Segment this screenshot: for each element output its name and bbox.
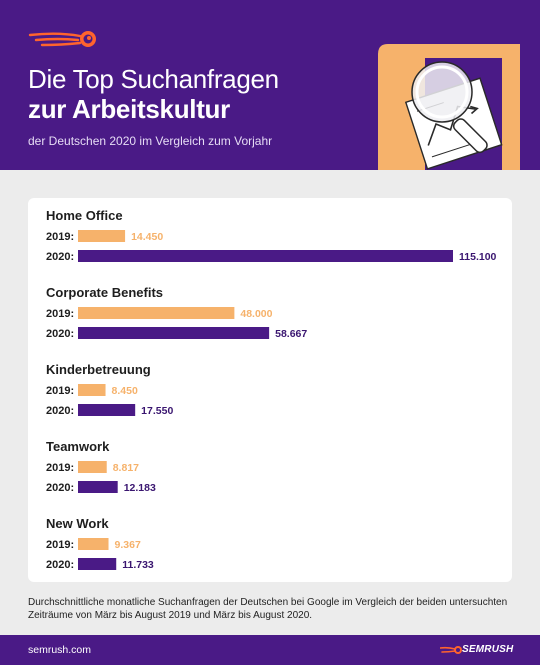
value-label-2019: 8.817 [113, 462, 139, 474]
year-label: 2019: [46, 231, 74, 243]
year-label: 2019: [46, 539, 74, 551]
bar-2019 [78, 461, 107, 473]
year-label: 2019: [46, 385, 74, 397]
bar-2020 [78, 250, 453, 262]
bar-2019 [78, 538, 109, 550]
footer-bar: semrush.com SEMRUSH [0, 635, 540, 665]
year-label: 2020: [46, 328, 74, 340]
page-title-line-2: zur Arbeitskultur [28, 94, 230, 124]
bar-2019 [78, 384, 106, 396]
semrush-comet-icon [28, 31, 96, 47]
year-label: 2020: [46, 251, 74, 263]
value-label-2020: 12.183 [124, 482, 156, 494]
page-title-line-1: Die Top Suchanfragen [28, 64, 279, 94]
value-label-2020: 11.733 [122, 559, 154, 571]
bar-2020 [78, 404, 136, 416]
footnote: Durchschnittliche monatliche Suchanfrage… [28, 597, 508, 621]
chart-card: Home Office 2019: 14.450 2020: 115.100 Corpor… [28, 198, 512, 582]
value-label-2019: 8.450 [112, 385, 138, 397]
value-label-2019: 14.450 [131, 231, 163, 243]
page-subtitle: der Deutschen 2020 im Vergleich zum Vorj… [28, 134, 273, 148]
year-label: 2019: [46, 308, 74, 320]
value-label-2020: 58.667 [275, 328, 307, 340]
group-label: New Work [46, 516, 109, 531]
footer-url-link[interactable]: semrush.com [28, 644, 92, 656]
group-label: Home Office [46, 208, 123, 223]
value-label-2019: 48.000 [240, 308, 272, 320]
value-label-2020: 115.100 [459, 251, 497, 263]
value-label-2020: 17.550 [141, 405, 173, 417]
year-label: 2020: [46, 405, 74, 417]
footer-brand: SEMRUSH [462, 644, 514, 655]
group-label: Kinderbetreuung [46, 362, 151, 377]
group-label: Teamwork [46, 439, 110, 454]
magnifier-document-icon [378, 44, 520, 170]
year-label: 2020: [46, 559, 74, 571]
bar-chart: Home Office 2019: 14.450 2020: 115.100 Corpor… [46, 208, 497, 571]
bar-2019 [78, 230, 126, 242]
bar-2019 [78, 307, 235, 319]
value-label-2019: 9.367 [115, 539, 141, 551]
bar-2020 [78, 558, 117, 570]
year-label: 2020: [46, 482, 74, 494]
bar-2020 [78, 327, 270, 339]
group-label: Corporate Benefits [46, 285, 163, 300]
semrush-logo-icon [440, 646, 462, 654]
year-label: 2019: [46, 462, 74, 474]
bar-2020 [78, 481, 118, 493]
header-banner: Die Top Suchanfragen zur Arbeitskultur d… [0, 0, 540, 170]
